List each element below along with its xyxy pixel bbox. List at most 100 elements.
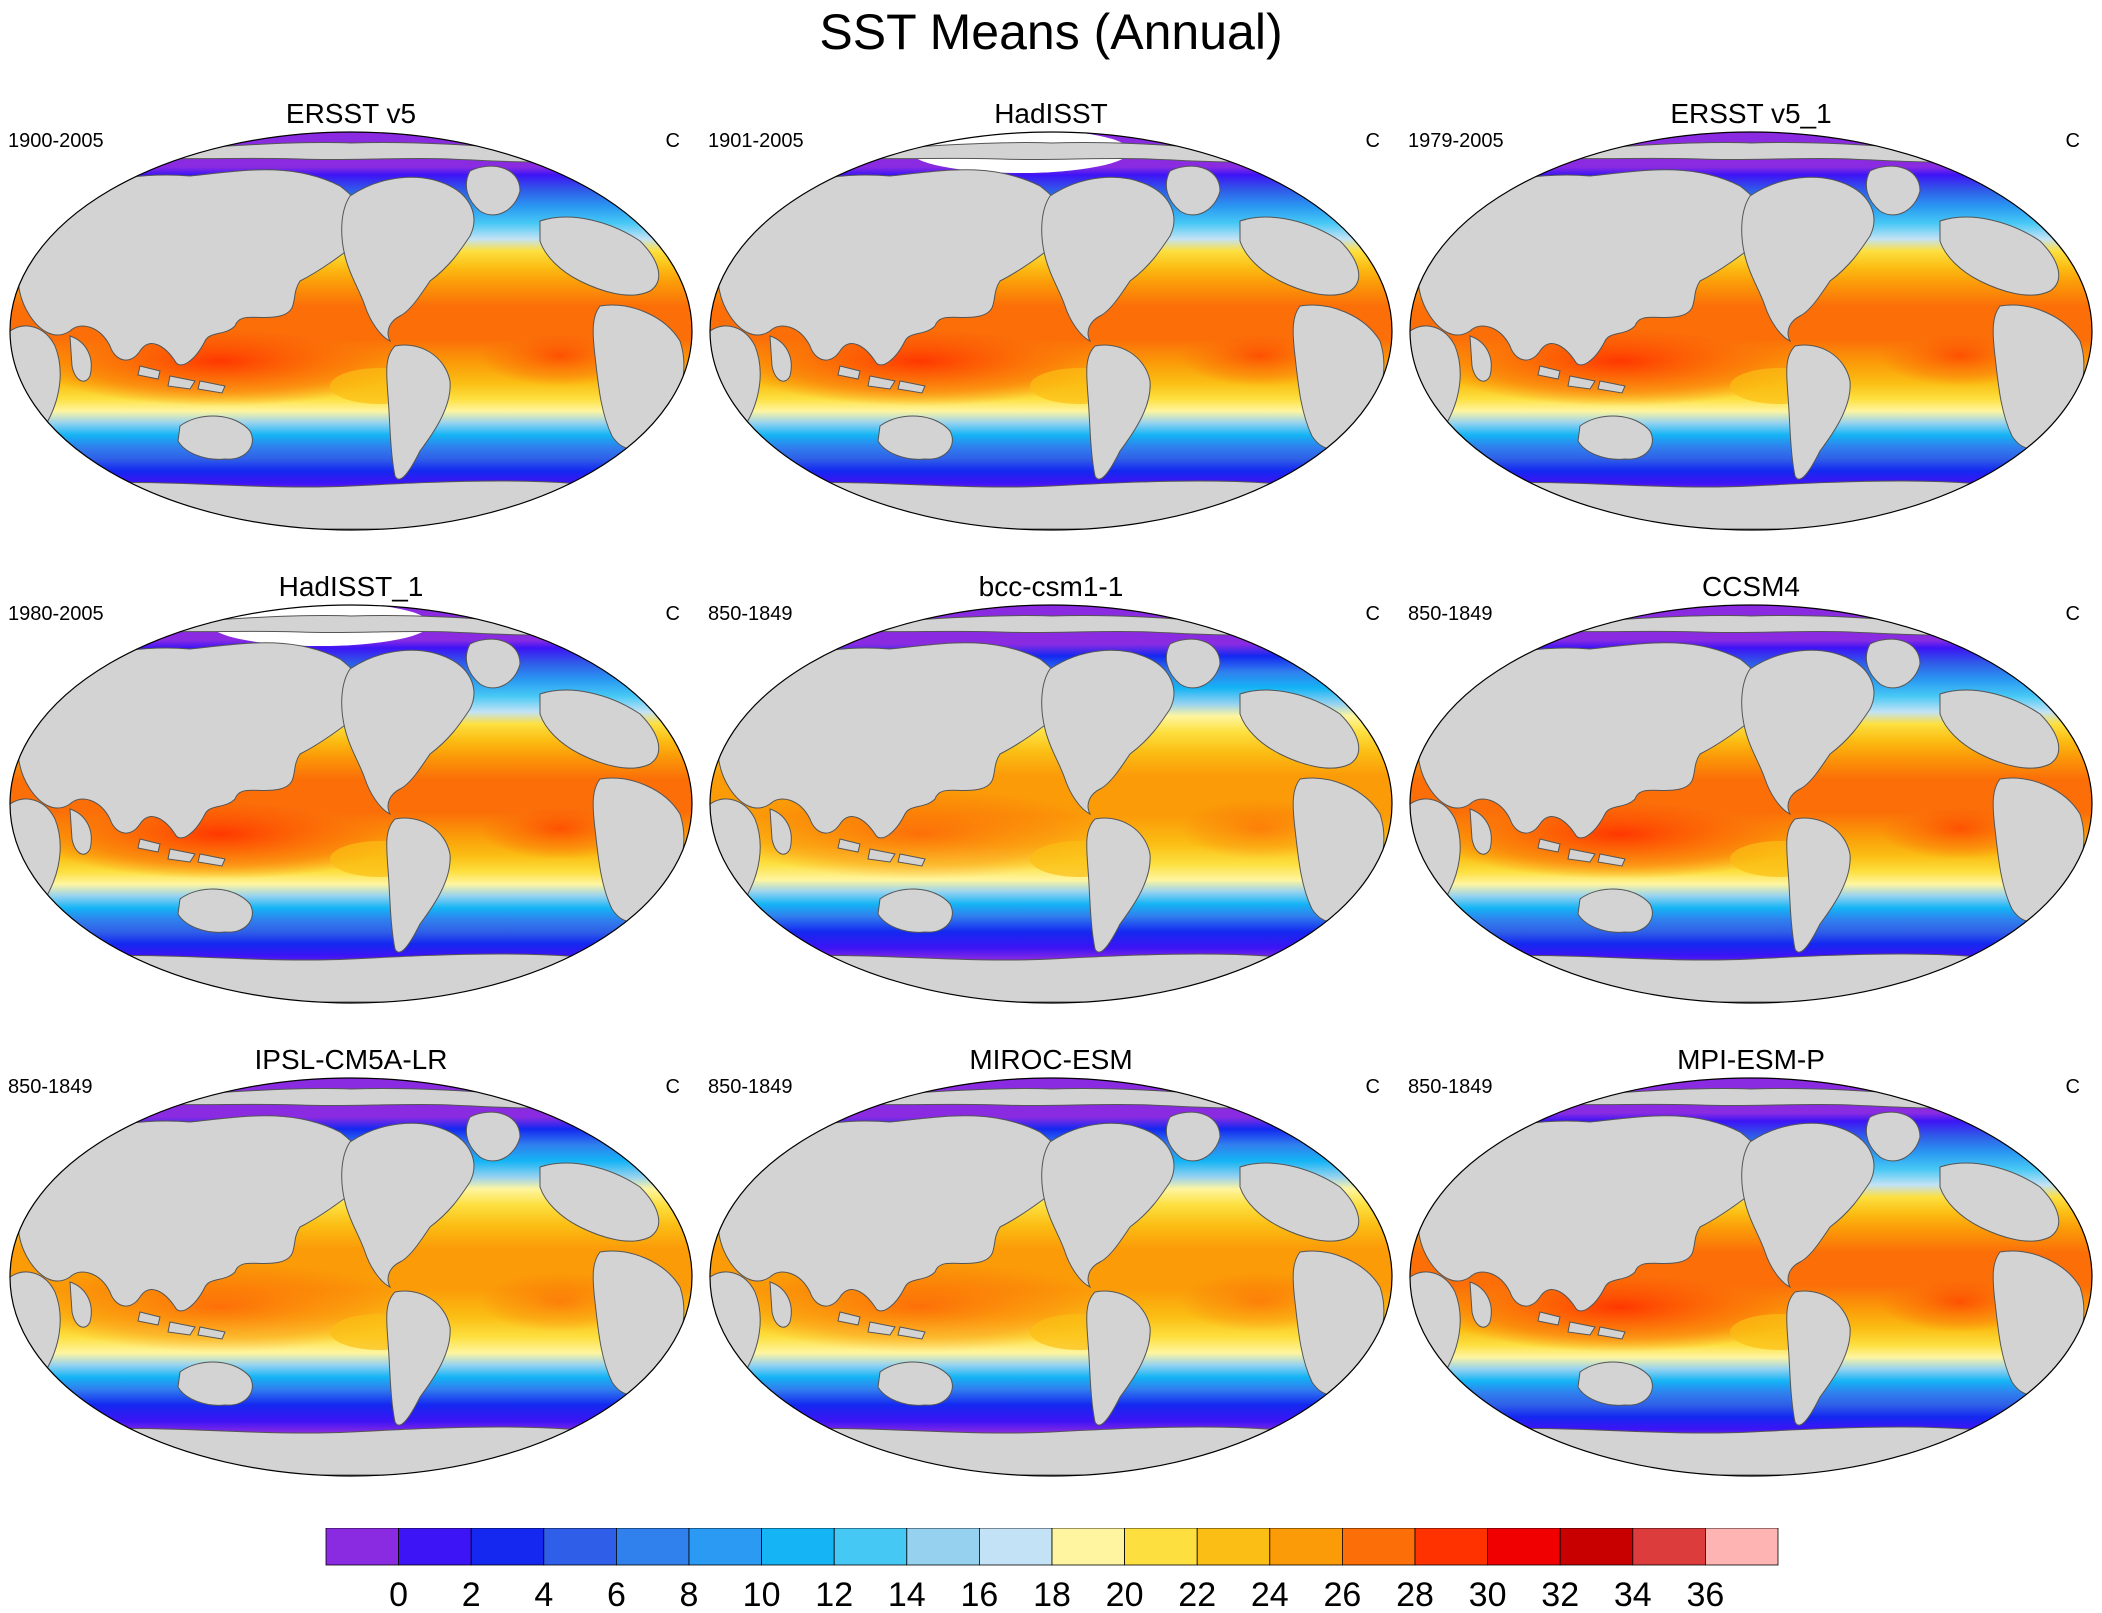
colorbar-tick-label: 24 [1251,1576,1289,1613]
colorbar-box [1414,1528,1488,1566]
panel-title: HadISST [994,98,1108,129]
ocean-field [10,132,692,530]
map-panel: IPSL-CM5A-LR 850-1849 C [0,1043,702,1483]
colorbar-box [616,1528,690,1566]
colorbar-tick-label: 36 [1686,1576,1724,1613]
colorbar-tick-label: 30 [1469,1576,1507,1613]
sst-map [9,604,693,1004]
colorbar-tick-label: 12 [815,1576,853,1613]
colorbar-box [1705,1528,1779,1566]
map-panel: HadISST 1901-2005 C [700,97,1402,537]
map-panel: bcc-csm1-1 850-1849 C [700,570,1402,1010]
panel-units: C [2065,130,2080,152]
ocean-field [1410,605,2092,1003]
panel-title: MPI-ESM-P [1677,1044,1825,1075]
panel-units: C [1365,1076,1380,1098]
colorbar-tick-label: 34 [1614,1576,1652,1613]
colorbar-box [325,1528,399,1566]
panel-title: ERSST v5 [285,98,417,129]
colorbar-tick-label: 28 [1396,1576,1434,1613]
colorbar-box [1559,1528,1634,1566]
colorbar-box [1487,1528,1561,1566]
panel-units: C [1365,603,1380,625]
map-outline [709,604,1393,1004]
panel-period: 850-1849 [708,1076,793,1098]
map-panel: MPI-ESM-P 850-1849 C [1400,1043,2102,1483]
map-outline [709,131,1393,531]
colorbar-tick-label: 20 [1106,1576,1144,1613]
sst-map [709,131,1393,531]
colorbar-box [470,1528,545,1566]
panel-units: C [2065,603,2080,625]
colorbar-box [1342,1528,1416,1566]
panel-units: C [665,130,680,152]
map-outline [9,131,693,531]
map-panel: CCSM4 850-1849 C [1400,570,2102,1010]
panel-units: C [1365,130,1380,152]
map-outline [1409,1077,2093,1477]
colorbar-tick-label: 0 [389,1576,408,1613]
sst-map [1409,131,2093,531]
panel-period: 1900-2005 [8,130,104,152]
colorbar-tick-label: 26 [1323,1576,1361,1613]
map-panel: HadISST_1 1980-2005 C [0,570,702,1010]
ocean-field [1410,1078,2092,1476]
colorbar-tick-label: 22 [1178,1576,1216,1613]
ocean-field [710,132,1392,530]
colorbar-box [1632,1528,1706,1566]
panel-title: HadISST_1 [278,571,424,602]
colorbar-tick-label: 2 [462,1576,481,1613]
colorbar-box [688,1528,762,1566]
ocean-field [710,605,1392,1003]
ocean-field [10,1078,692,1476]
map-outline [9,604,693,1004]
colorbar-tick-label: 8 [680,1576,699,1613]
colorbar-tick-label: 16 [960,1576,998,1613]
colorbar-tick-label: 4 [534,1576,553,1613]
colorbar-box [761,1528,835,1566]
map-outline [1409,131,2093,531]
map-outline [9,1077,693,1477]
sst-map [709,1077,1393,1477]
map-panel: MIROC-ESM 850-1849 C [700,1043,1402,1483]
panel-period: 850-1849 [1408,603,1493,625]
panel-title: CCSM4 [1701,571,1800,602]
map-outline [1409,604,2093,1004]
map-panel: ERSST v5_1 1979-2005 C [1400,97,2102,537]
colorbar-box [906,1528,980,1566]
colorbar-box [1269,1528,1343,1566]
sst-map [1409,1077,2093,1477]
ocean-field [710,1078,1392,1476]
colorbar-tick-label: 18 [1033,1576,1071,1613]
panel-period: 850-1849 [708,603,793,625]
panel-title: bcc-csm1-1 [978,571,1124,602]
colorbar-tick-label: 14 [888,1576,926,1613]
sst-map [1409,604,2093,1004]
panel-period: 1980-2005 [8,603,104,625]
colorbar-box [543,1528,617,1566]
panel-units: C [665,1076,680,1098]
colorbar-tick-label: 6 [607,1576,626,1613]
panel-period: 850-1849 [8,1076,93,1098]
sst-map [9,1077,693,1477]
panel-period: 850-1849 [1408,1076,1493,1098]
panel-period: 1901-2005 [708,130,804,152]
colorbar-box [979,1528,1053,1566]
map-outline [709,1077,1393,1477]
panel-period: 1979-2005 [1408,130,1504,152]
colorbar-box [1196,1528,1271,1566]
sst-map [9,131,693,531]
panel-units: C [2065,1076,2080,1098]
panel-title: ERSST v5_1 [1670,98,1832,129]
colorbar: 0 2 4 6 8 10 12 14 16 18 20 22 24 26 28 30 32 34 36 [325,1528,1779,1613]
colorbar-tick-label: 32 [1541,1576,1579,1613]
colorbar-box [398,1528,472,1566]
colorbar-tick-label: 10 [743,1576,781,1613]
colorbar-box [1124,1528,1198,1566]
ocean-field [1410,132,2092,530]
figure-title: SST Means (Annual) [819,4,1283,60]
map-panel: ERSST v5 1900-2005 C [0,97,702,537]
ocean-field [10,605,692,1003]
colorbar-box [833,1528,908,1566]
panel-title: IPSL-CM5A-LR [254,1044,448,1075]
